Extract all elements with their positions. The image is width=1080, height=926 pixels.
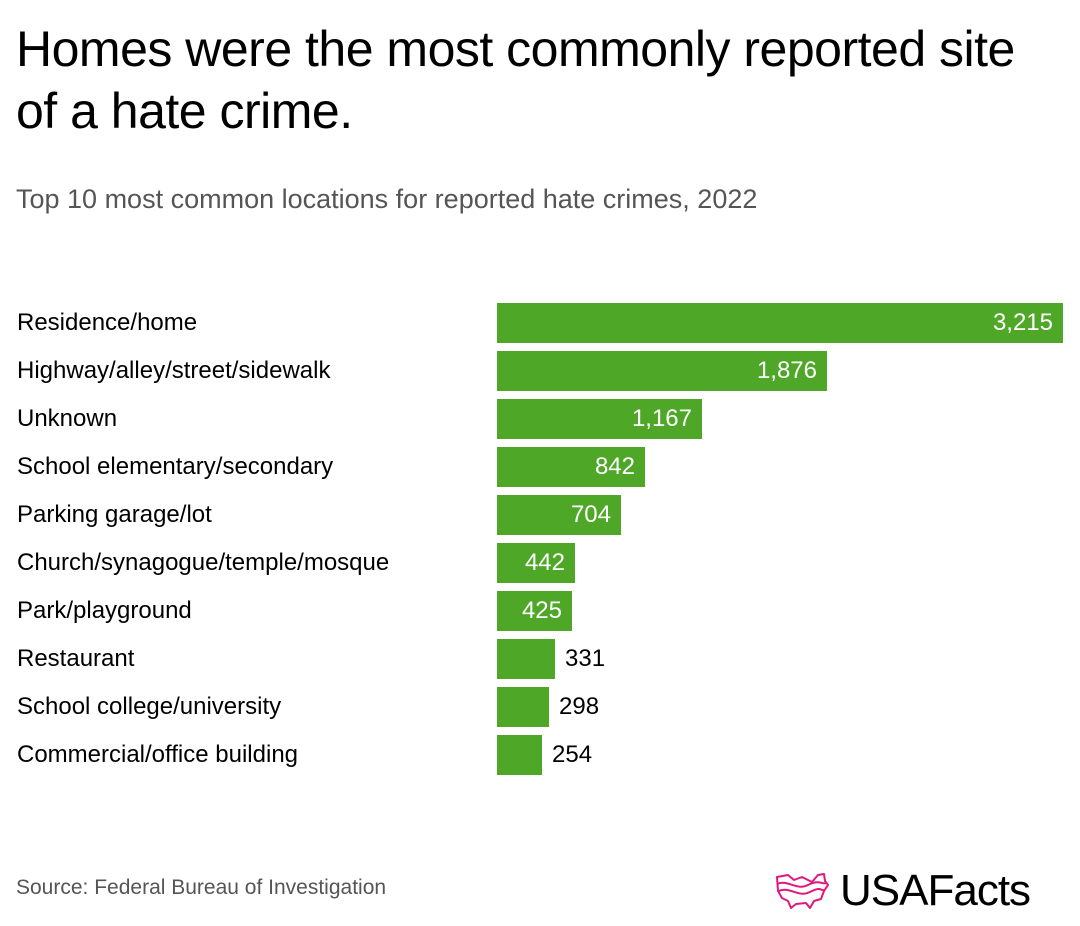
value-label: 704 — [570, 501, 611, 528]
chart-title: Homes were the most commonly reported si… — [16, 21, 1015, 139]
bar-row: Church/synagogue/temple/mosque 442 — [0, 543, 1080, 583]
bar-row: Residence/home 3,215 — [0, 303, 1080, 343]
bar — [497, 735, 542, 775]
bar: 425 — [497, 591, 572, 631]
value-label: 442 — [524, 549, 565, 576]
bar-row: Park/playground 425 — [0, 591, 1080, 631]
bar-row: School elementary/secondary 842 — [0, 447, 1080, 487]
bar-row: Highway/alley/street/sidewalk 1,876 — [0, 351, 1080, 391]
us-map-flag-icon — [776, 873, 829, 909]
bar: 704 — [497, 495, 621, 535]
value-label: 1,876 — [756, 357, 817, 384]
category-label: Highway/alley/street/sidewalk — [17, 357, 331, 384]
bar: 842 — [497, 447, 645, 487]
value-label: 1,167 — [631, 405, 692, 432]
category-label: School elementary/secondary — [17, 453, 334, 480]
usafacts-logo: USAFacts — [774, 866, 1031, 916]
bar-row: Restaurant 331 — [0, 639, 1080, 679]
bar: 1,167 — [497, 399, 702, 439]
bar-row: School college/university 298 — [0, 687, 1080, 727]
bar-row: Unknown 1,167 — [0, 399, 1080, 439]
bar — [497, 687, 549, 727]
chart-subtitle: Top 10 most common locations for reporte… — [16, 184, 758, 214]
bar-row: Commercial/office building 254 — [0, 735, 1080, 775]
category-label: Unknown — [17, 405, 118, 432]
value-label: 3,215 — [992, 309, 1053, 336]
bar: 442 — [497, 543, 575, 583]
bar — [497, 639, 555, 679]
category-label: Park/playground — [17, 597, 192, 624]
category-label: Restaurant — [17, 645, 135, 672]
value-label: 254 — [552, 741, 593, 768]
category-label: Residence/home — [17, 309, 198, 336]
bar: 1,876 — [497, 351, 827, 391]
category-label: Church/synagogue/temple/mosque — [17, 549, 390, 576]
source-note: Source: Federal Bureau of Investigation — [16, 876, 387, 899]
bar-row: Parking garage/lot 704 — [0, 495, 1080, 535]
category-label: Commercial/office building — [17, 741, 299, 768]
category-label: Parking garage/lot — [17, 501, 212, 528]
bar: 3,215 — [497, 303, 1063, 343]
value-label: 331 — [565, 645, 606, 672]
logo-text: USAFacts — [840, 866, 1031, 915]
value-label: 842 — [594, 453, 635, 480]
category-label: School college/university — [17, 693, 282, 720]
value-label: 298 — [559, 693, 600, 720]
value-label: 425 — [521, 597, 562, 624]
